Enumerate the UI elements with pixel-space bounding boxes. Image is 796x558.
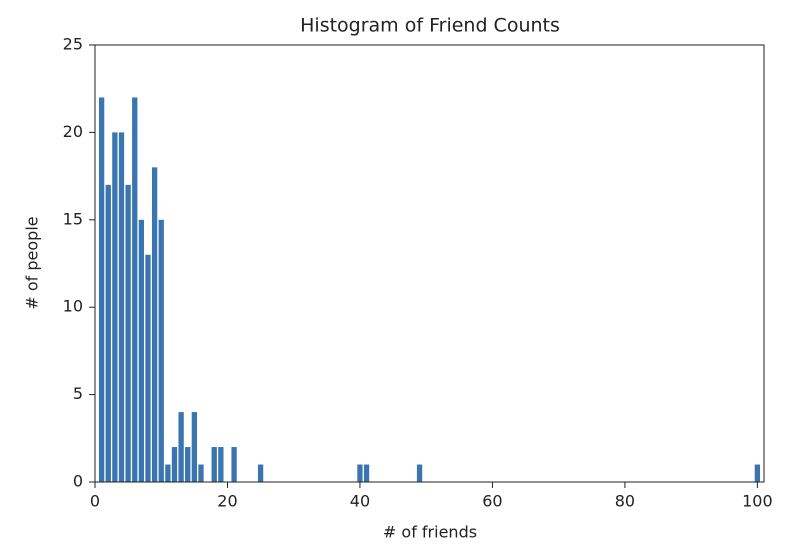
x-tick-label: 20 bbox=[217, 492, 237, 511]
x-tick-label: 60 bbox=[482, 492, 502, 511]
bar bbox=[112, 132, 118, 482]
y-tick-label: 10 bbox=[63, 297, 83, 316]
y-tick-label: 5 bbox=[73, 384, 83, 403]
x-tick-label: 100 bbox=[742, 492, 773, 511]
bar bbox=[754, 464, 761, 482]
bar bbox=[138, 219, 145, 483]
x-axis-label: # of friends bbox=[383, 523, 477, 542]
bar bbox=[118, 132, 125, 482]
bar bbox=[105, 184, 111, 482]
bar bbox=[363, 464, 370, 482]
bar bbox=[191, 412, 198, 482]
y-axis-label: # of people bbox=[23, 216, 42, 309]
bar bbox=[357, 464, 363, 482]
x-tick-label: 0 bbox=[90, 492, 100, 511]
bar bbox=[231, 447, 237, 482]
bar bbox=[145, 254, 151, 482]
bar bbox=[158, 219, 164, 483]
bar bbox=[185, 447, 191, 482]
bar bbox=[211, 447, 217, 482]
y-tick-label: 20 bbox=[63, 122, 83, 141]
bar bbox=[165, 464, 171, 482]
bar bbox=[98, 97, 105, 482]
bar bbox=[198, 464, 204, 482]
bar bbox=[151, 167, 158, 483]
bar bbox=[178, 412, 184, 482]
chart-title: Histogram of Friend Counts bbox=[300, 15, 560, 37]
bar bbox=[132, 97, 138, 482]
y-tick-label: 25 bbox=[63, 35, 83, 54]
bar bbox=[218, 447, 224, 482]
plot-frame bbox=[94, 44, 765, 483]
bar bbox=[125, 184, 131, 482]
y-tick-label: 0 bbox=[73, 472, 83, 491]
x-tick-label: 80 bbox=[615, 492, 635, 511]
bar bbox=[171, 447, 178, 482]
bar bbox=[416, 464, 423, 482]
y-tick-label: 15 bbox=[63, 209, 83, 228]
bar bbox=[257, 464, 264, 482]
x-tick-label: 40 bbox=[350, 492, 370, 511]
